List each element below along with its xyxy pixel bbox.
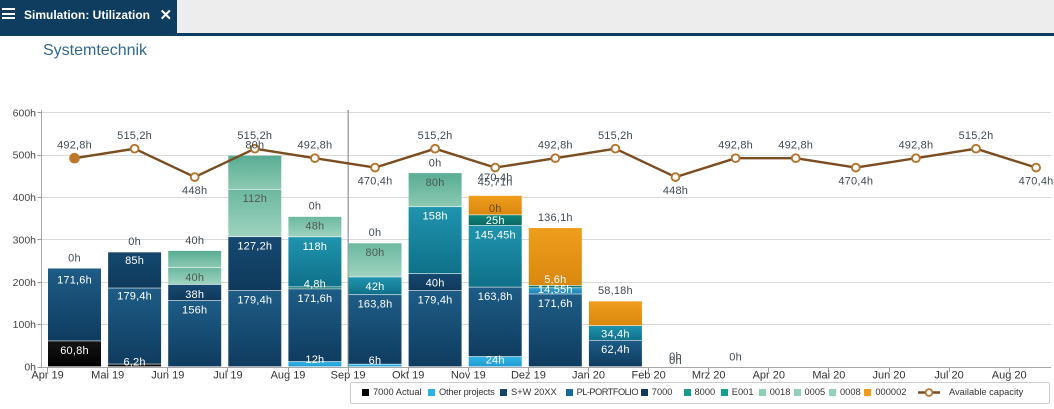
svg-text:6h: 6h [369,355,382,367]
svg-text:0h: 0h [729,352,742,364]
svg-text:600h: 600h [13,107,37,119]
svg-text:6,2h: 6,2h [123,357,145,369]
svg-text:0h: 0h [489,203,502,215]
svg-text:179,4h: 179,4h [117,291,152,303]
svg-text:0h: 0h [24,362,36,374]
svg-text:Jul 20: Jul 20 [934,370,963,382]
svg-text:Mai 20: Mai 20 [812,370,845,382]
svg-text:200h: 200h [13,277,37,289]
svg-text:127,2h: 127,2h [237,241,272,253]
svg-text:Mai 19: Mai 19 [91,370,124,382]
svg-text:Aug 20: Aug 20 [992,370,1027,382]
svg-text:Jul 19: Jul 19 [213,370,242,382]
svg-text:Aug 19: Aug 19 [271,370,306,382]
svg-text:470,4h: 470,4h [838,175,873,187]
svg-text:156h: 156h [182,305,207,317]
svg-text:0h: 0h [669,351,682,363]
svg-text:5,6h: 5,6h [544,274,566,286]
svg-text:515,2h: 515,2h [418,130,453,142]
svg-text:0h: 0h [429,157,442,169]
svg-text:Jun 20: Jun 20 [872,370,905,382]
svg-text:40h: 40h [185,235,204,247]
svg-text:4,8h: 4,8h [304,278,326,290]
svg-text:85h: 85h [125,255,144,267]
svg-text:0h: 0h [128,236,141,248]
svg-text:14,55h: 14,55h [538,284,573,296]
svg-text:163,8h: 163,8h [358,299,393,311]
svg-text:Apr 20: Apr 20 [753,370,785,382]
svg-text:40h: 40h [185,272,204,284]
svg-text:171,6h: 171,6h [297,293,332,305]
svg-text:40h: 40h [426,278,445,290]
svg-text:448h: 448h [663,185,688,197]
svg-text:515,2h: 515,2h [117,130,152,142]
svg-text:0h: 0h [309,201,322,213]
svg-text:Sep 19: Sep 19 [331,370,366,382]
svg-text:25h: 25h [486,215,505,227]
svg-text:Jan 20: Jan 20 [572,370,605,382]
svg-text:515,2h: 515,2h [959,130,994,142]
svg-text:0h: 0h [369,227,382,239]
svg-text:62,4h: 62,4h [601,344,630,356]
svg-text:24h: 24h [486,355,505,367]
svg-text:Nov 19: Nov 19 [451,370,486,382]
svg-text:158h: 158h [422,211,447,223]
svg-text:Mrz 20: Mrz 20 [692,370,726,382]
svg-text:34,4h: 34,4h [601,328,630,340]
svg-text:492,8h: 492,8h [57,140,92,152]
svg-text:Dez 19: Dez 19 [511,370,546,382]
svg-text:136,1h: 136,1h [538,212,573,224]
svg-text:38h: 38h [185,289,204,301]
svg-text:48h: 48h [305,220,324,232]
svg-text:492,8h: 492,8h [778,140,813,152]
svg-text:470,4h: 470,4h [478,172,513,184]
svg-text:470,4h: 470,4h [1019,175,1054,187]
svg-text:492,8h: 492,8h [538,140,573,152]
svg-text:171,6h: 171,6h [57,275,92,287]
svg-text:42h: 42h [366,281,385,293]
svg-text:171,6h: 171,6h [538,298,573,310]
svg-text:112h: 112h [243,193,267,205]
svg-text:118h: 118h [303,241,327,253]
svg-text:12h: 12h [305,354,324,366]
svg-text:100h: 100h [13,319,37,331]
svg-text:80h: 80h [366,247,385,259]
svg-text:Okt 19: Okt 19 [392,370,424,382]
svg-text:179,4h: 179,4h [237,295,272,307]
svg-text:300h: 300h [13,235,37,247]
svg-text:400h: 400h [13,192,37,204]
svg-text:0h: 0h [669,355,682,367]
svg-text:492,8h: 492,8h [718,140,753,152]
svg-text:80h: 80h [426,177,445,189]
svg-text:179,4h: 179,4h [418,295,453,307]
svg-text:Feb 20: Feb 20 [631,370,665,382]
svg-text:0h: 0h [68,252,81,264]
svg-text:492,8h: 492,8h [297,140,332,152]
svg-text:Apr 19: Apr 19 [31,370,63,382]
svg-text:Jun 19: Jun 19 [151,370,184,382]
svg-text:60,8h: 60,8h [60,345,89,357]
svg-text:492,8h: 492,8h [898,140,933,152]
svg-text:145,45h: 145,45h [475,229,516,241]
svg-text:500h: 500h [13,150,37,162]
svg-text:515,2h: 515,2h [598,130,633,142]
svg-text:448h: 448h [182,185,207,197]
svg-text:163,8h: 163,8h [478,291,513,303]
svg-text:45,71h: 45,71h [478,177,513,189]
svg-text:515,2h: 515,2h [237,130,272,142]
svg-text:470,4h: 470,4h [358,175,393,187]
svg-text:58,18h: 58,18h [598,285,633,297]
svg-text:80h: 80h [245,140,264,152]
